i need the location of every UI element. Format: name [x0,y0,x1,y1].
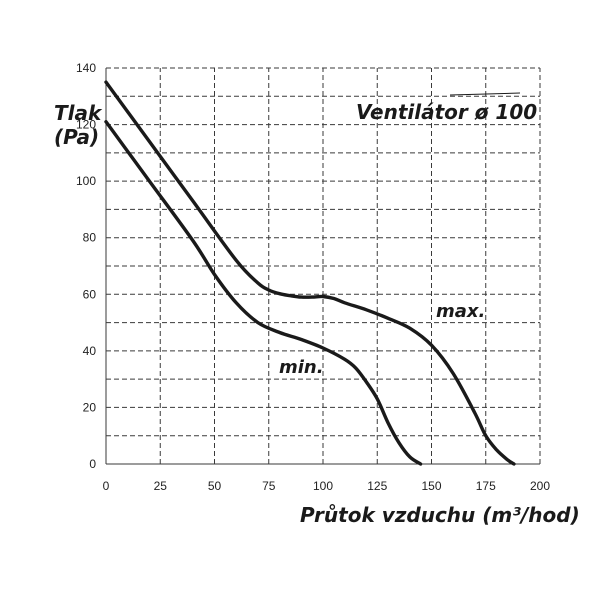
x-tick-label: 75 [262,479,276,493]
y-tick-label: 20 [83,400,97,414]
y-tick-label: 0 [89,457,96,471]
x-tick-label: 100 [313,479,333,493]
x-tick-label: 50 [208,479,222,493]
title-decoration [449,92,521,96]
series-label: max. [436,301,485,322]
series-line [104,80,516,466]
series-line [104,120,423,466]
x-axis-label: Průtok vzduchu (m³/hod) [300,503,580,527]
y-axis-label-line: Tlak [54,101,103,125]
axes [105,68,540,465]
y-tick-label: 100 [76,174,96,188]
grid [106,67,541,464]
x-tick-label: 25 [154,479,168,493]
y-axis-label-line: (Pa) [54,125,99,149]
y-axis-label: Tlak (Pa) [54,101,103,149]
y-tick-label: 80 [83,231,97,245]
y-tick-label: 60 [83,287,97,301]
x-tick-label: 150 [421,479,441,493]
y-tick-label: 140 [76,61,96,75]
x-tick-label: 0 [103,479,110,493]
tick-labels: 0 25 50 75 100 125 150 175 200 0 20 40 60 80 100 120 140 [76,61,550,493]
x-tick-label: 200 [530,479,550,493]
series-label: min. [279,357,324,378]
x-tick-label: 175 [476,479,496,493]
y-tick-label: 40 [83,344,97,358]
series-labels: max. min. [279,301,485,378]
y-tick-label: 120 [76,118,96,132]
series [104,80,516,466]
chart-title: Ventilátor ø 100 [356,100,537,124]
x-tick-label: 125 [367,479,387,493]
